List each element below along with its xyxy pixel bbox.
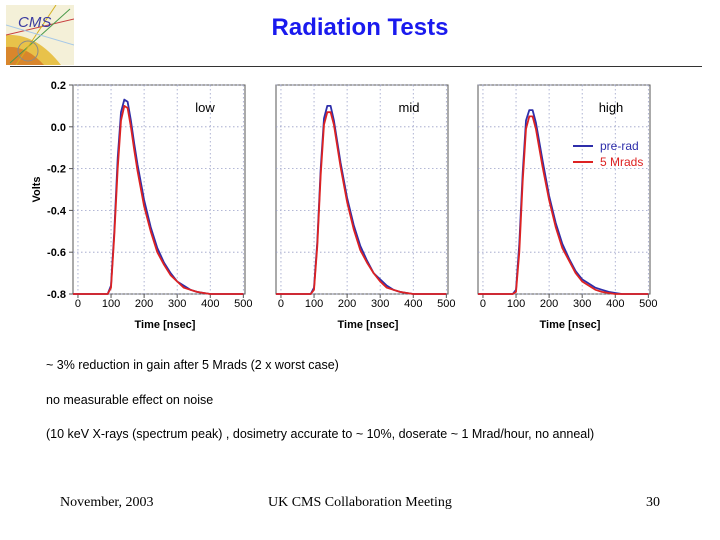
note-gain-reduction: ~ 3% reduction in gain after 5 Mrads (2 …: [46, 358, 339, 372]
radiation-test-charts: 0 100 200 300 400 500 low Time [nsec] 0 100 200 300…: [31, 80, 658, 331]
x-tick-label: 200: [135, 298, 153, 310]
plot-frame-mid: [275, 84, 449, 295]
x-tick-label: 0: [278, 298, 284, 310]
y-tick-label: -0.2: [47, 164, 66, 176]
x-tick-label: 0: [480, 298, 486, 310]
panel-label-high: high: [599, 100, 624, 115]
plot-frame-low: [72, 84, 246, 295]
x-tick-label: 400: [404, 298, 422, 310]
x-axis-title: Time [nsec]: [540, 319, 601, 331]
x-tick-label: 100: [102, 298, 120, 310]
x-tick-label: 300: [168, 298, 186, 310]
panel-label-mid: mid: [399, 100, 420, 115]
svg-text:CMS: CMS: [18, 14, 51, 31]
y-tick-label: 0.2: [51, 80, 66, 92]
y-tick-label: -0.4: [47, 205, 67, 217]
legend-label-pre-rad: pre-rad: [600, 139, 639, 153]
x-tick-label: 300: [573, 298, 591, 310]
x-tick-label: 100: [507, 298, 525, 310]
cms-logo: CMS: [6, 5, 74, 65]
title-divider: [10, 66, 702, 67]
x-tick-label: 500: [234, 298, 252, 310]
x-axis-title: Time [nsec]: [338, 319, 399, 331]
x-tick-label: 0: [75, 298, 81, 310]
y-tick-label: 0.0: [51, 122, 66, 134]
legend-label-5-mrads: 5 Mrads: [600, 155, 643, 169]
y-axis-title: Volts: [31, 176, 43, 202]
footer-page-number: 30: [646, 495, 660, 510]
series-5-mrads-low: [73, 105, 244, 295]
y-tick-label: -0.6: [47, 247, 66, 259]
x-axis-title: Time [nsec]: [135, 319, 196, 331]
x-tick-label: 500: [437, 298, 455, 310]
note-xray-conditions: (10 keV X-rays (spectrum peak) , dosimet…: [46, 427, 595, 441]
note-noise: no measurable effect on noise: [46, 393, 214, 407]
plot-frame-high: [477, 84, 651, 295]
y-tick-label: -0.8: [47, 289, 66, 301]
footer-meeting: UK CMS Collaboration Meeting: [268, 495, 452, 510]
series-5-mrads-mid: [276, 111, 447, 295]
x-tick-label: 200: [540, 298, 558, 310]
slide-title: Radiation Tests: [271, 14, 449, 41]
x-tick-label: 400: [201, 298, 219, 310]
x-tick-label: 400: [606, 298, 624, 310]
x-tick-label: 300: [371, 298, 389, 310]
series-5-mrads-high: [478, 115, 649, 295]
panel-label-low: low: [195, 100, 215, 115]
x-tick-label: 500: [639, 298, 657, 310]
x-tick-label: 100: [305, 298, 323, 310]
footer-date: November, 2003: [60, 495, 154, 510]
x-tick-label: 200: [338, 298, 356, 310]
